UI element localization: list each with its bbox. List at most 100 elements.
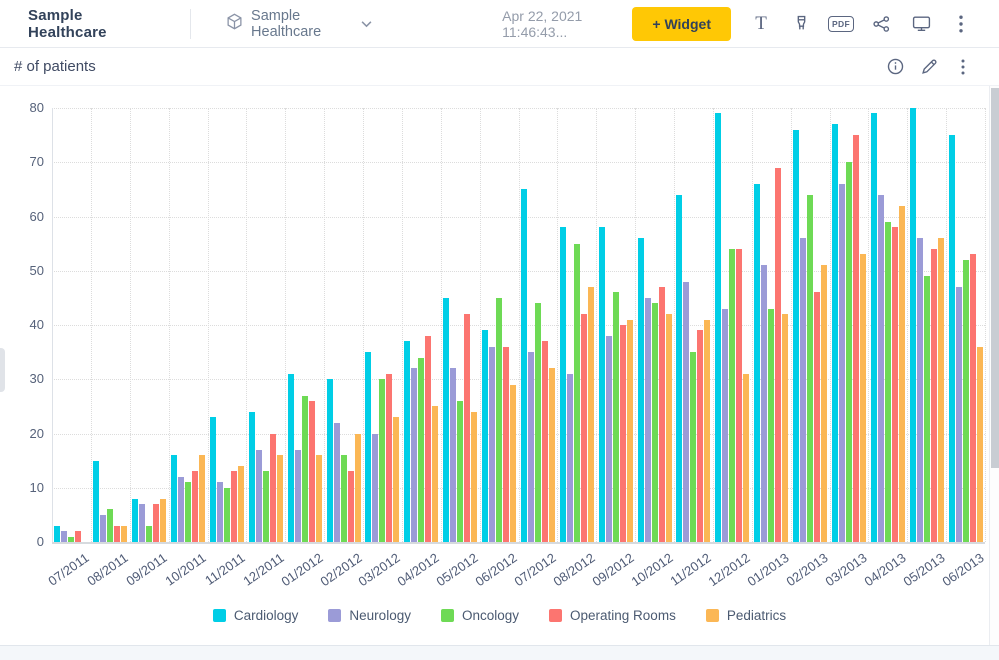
bar[interactable] — [171, 455, 178, 542]
bar[interactable] — [308, 400, 315, 542]
bar[interactable] — [937, 238, 944, 542]
bar[interactable] — [598, 227, 605, 542]
bar[interactable] — [347, 471, 354, 542]
bar[interactable] — [372, 433, 379, 542]
bar[interactable] — [68, 536, 75, 542]
bar[interactable] — [114, 525, 121, 542]
bar[interactable] — [814, 292, 821, 542]
bar[interactable] — [333, 422, 340, 542]
bar[interactable] — [955, 287, 962, 542]
bar[interactable] — [870, 113, 877, 542]
bar[interactable] — [527, 352, 534, 542]
bar[interactable] — [287, 373, 294, 542]
bar[interactable] — [61, 531, 68, 542]
vertical-scrollbar[interactable] — [989, 86, 999, 645]
bar[interactable] — [559, 227, 566, 542]
bar[interactable] — [107, 509, 114, 542]
bar[interactable] — [54, 525, 61, 542]
bar[interactable] — [93, 460, 100, 542]
bar[interactable] — [877, 194, 884, 542]
bar[interactable] — [503, 346, 510, 542]
brush-icon[interactable] — [781, 8, 821, 40]
bar[interactable] — [230, 471, 237, 542]
bar[interactable] — [573, 243, 580, 542]
bar[interactable] — [262, 471, 269, 542]
bar[interactable] — [443, 297, 450, 542]
bar[interactable] — [340, 455, 347, 542]
bar[interactable] — [761, 265, 768, 542]
bar[interactable] — [697, 330, 704, 542]
bar[interactable] — [665, 314, 672, 542]
bar[interactable] — [510, 384, 517, 542]
bar[interactable] — [807, 194, 814, 542]
bar[interactable] — [916, 238, 923, 542]
bar[interactable] — [365, 352, 372, 542]
bar[interactable] — [838, 183, 845, 542]
bar[interactable] — [276, 455, 283, 542]
bar[interactable] — [294, 449, 301, 542]
text-tool-icon[interactable]: T — [755, 12, 767, 34]
pdf-export-icon[interactable]: PDF — [821, 8, 861, 40]
bar[interactable] — [644, 297, 651, 542]
bar[interactable] — [393, 417, 400, 542]
bar[interactable] — [683, 281, 690, 542]
bar[interactable] — [326, 379, 333, 542]
bar[interactable] — [100, 514, 107, 542]
legend-item[interactable]: Operating Rooms — [549, 608, 676, 623]
bar[interactable] — [178, 476, 185, 542]
bar[interactable] — [464, 314, 471, 542]
bar[interactable] — [534, 303, 541, 542]
bar[interactable] — [587, 287, 594, 542]
bar[interactable] — [153, 504, 160, 542]
bar[interactable] — [432, 406, 439, 542]
bar[interactable] — [489, 346, 496, 542]
bar[interactable] — [884, 221, 891, 542]
bar[interactable] — [482, 330, 489, 542]
bar[interactable] — [754, 183, 761, 542]
bar[interactable] — [209, 417, 216, 542]
bar[interactable] — [845, 162, 852, 542]
bar[interactable] — [75, 531, 82, 542]
bar[interactable] — [354, 433, 361, 542]
bar[interactable] — [425, 335, 432, 542]
bar[interactable] — [626, 319, 633, 542]
bar[interactable] — [566, 373, 573, 542]
bar[interactable] — [471, 411, 478, 542]
bar[interactable] — [736, 249, 743, 542]
bar[interactable] — [237, 466, 244, 542]
bar[interactable] — [520, 189, 527, 542]
dashboard-selector[interactable]: Sample Healthcare — [226, 8, 372, 40]
legend-item[interactable]: Pediatrics — [705, 608, 786, 623]
bar[interactable] — [315, 455, 322, 542]
bar[interactable] — [743, 373, 750, 542]
bar[interactable] — [301, 395, 308, 542]
bar[interactable] — [121, 525, 128, 542]
legend-item[interactable]: Neurology — [328, 608, 411, 623]
info-icon[interactable] — [881, 53, 909, 81]
bar[interactable] — [782, 314, 789, 542]
bar[interactable] — [411, 368, 418, 542]
more-options-icon[interactable] — [941, 8, 981, 40]
bar[interactable] — [192, 471, 199, 542]
bar[interactable] — [404, 341, 411, 542]
presentation-mode-icon[interactable] — [901, 8, 941, 40]
bar[interactable] — [800, 238, 807, 542]
bar[interactable] — [722, 308, 729, 542]
bar[interactable] — [379, 379, 386, 542]
bar[interactable] — [930, 249, 937, 542]
bar[interactable] — [676, 194, 683, 542]
more-options-icon[interactable] — [949, 53, 977, 81]
bar[interactable] — [651, 303, 658, 542]
bar[interactable] — [185, 482, 192, 542]
bar[interactable] — [223, 487, 230, 542]
bar[interactable] — [658, 287, 665, 542]
bar[interactable] — [580, 314, 587, 542]
bar[interactable] — [605, 335, 612, 542]
collapsed-panel-handle[interactable] — [0, 348, 5, 392]
bar[interactable] — [821, 265, 828, 542]
bar[interactable] — [923, 276, 930, 542]
add-widget-button[interactable]: + Widget — [632, 6, 731, 41]
bar[interactable] — [541, 341, 548, 542]
bar[interactable] — [139, 504, 146, 542]
bar[interactable] — [450, 368, 457, 542]
